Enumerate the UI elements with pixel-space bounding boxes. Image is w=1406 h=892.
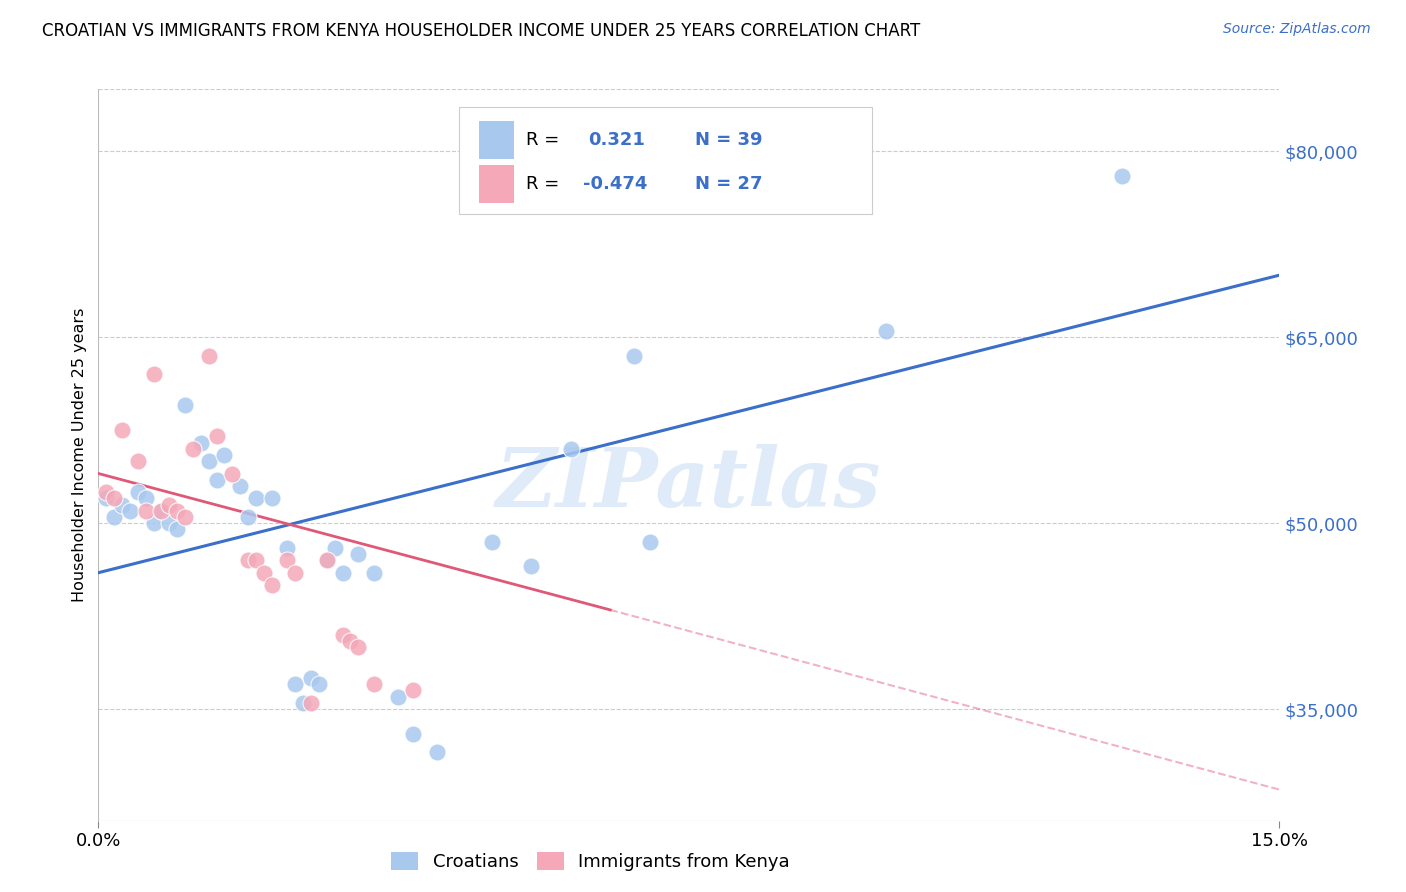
Point (111, 498, 134, 512)
Point (214, 448, 236, 462)
Point (347, 547, 370, 561)
Point (638, 534, 661, 549)
Point (299, 671, 322, 685)
Point (875, 324, 897, 338)
Point (135, 504, 157, 518)
Point (166, 504, 188, 518)
Text: -0.474: -0.474 (582, 176, 647, 194)
Point (245, 491, 267, 506)
Point (142, 516, 165, 530)
Point (260, 491, 283, 506)
Text: N = 27: N = 27 (695, 176, 762, 194)
Point (103, 509, 125, 524)
Point (481, 534, 503, 549)
Point (363, 566, 385, 580)
Point (560, 442, 582, 456)
Point (332, 628, 354, 642)
Y-axis label: Householder Income Under 25 years: Householder Income Under 25 years (72, 308, 87, 602)
FancyBboxPatch shape (458, 108, 872, 213)
Point (221, 467, 243, 481)
Point (292, 696, 315, 710)
Bar (478, 121, 515, 160)
Point (332, 566, 354, 580)
Point (174, 509, 197, 524)
Text: R =: R = (526, 176, 565, 194)
Point (236, 553, 259, 567)
Text: 0.321: 0.321 (589, 131, 645, 149)
Point (402, 683, 425, 698)
Point (150, 504, 173, 518)
Point (96, 491, 118, 506)
Point (253, 566, 276, 580)
Text: N = 39: N = 39 (695, 131, 762, 149)
Point (127, 485, 149, 500)
Point (103, 491, 125, 506)
Point (245, 553, 267, 567)
Point (315, 553, 337, 567)
Point (205, 429, 228, 443)
Point (284, 566, 307, 580)
Point (299, 696, 322, 710)
Point (623, 349, 645, 363)
Point (157, 516, 180, 530)
Point (520, 559, 543, 574)
Point (347, 640, 370, 654)
Point (363, 677, 385, 691)
Point (308, 677, 330, 691)
Point (339, 633, 361, 648)
Point (157, 498, 180, 512)
Text: R =: R = (526, 131, 565, 149)
Point (96, 485, 118, 500)
Point (166, 522, 188, 536)
Legend: Croatians, Immigrants from Kenya: Croatians, Immigrants from Kenya (384, 845, 797, 879)
Point (118, 504, 141, 518)
Point (1111, 169, 1133, 183)
Point (426, 746, 449, 760)
Text: Source: ZipAtlas.com: Source: ZipAtlas.com (1223, 22, 1371, 37)
Point (205, 473, 228, 487)
Point (387, 690, 409, 704)
Point (174, 398, 197, 412)
Point (127, 454, 149, 468)
Text: ZIPatlas: ZIPatlas (496, 444, 882, 524)
Point (135, 491, 157, 506)
Point (181, 442, 204, 456)
Bar (478, 165, 515, 203)
Point (276, 541, 298, 555)
Point (142, 368, 165, 382)
Point (284, 677, 307, 691)
Text: CROATIAN VS IMMIGRANTS FROM KENYA HOUSEHOLDER INCOME UNDER 25 YEARS CORRELATION : CROATIAN VS IMMIGRANTS FROM KENYA HOUSEH… (42, 22, 921, 40)
Point (190, 435, 212, 450)
Point (197, 349, 219, 363)
Point (229, 479, 252, 493)
Point (236, 509, 259, 524)
Point (276, 553, 298, 567)
Point (150, 504, 173, 518)
Point (111, 423, 134, 437)
Point (315, 553, 337, 567)
Point (260, 578, 283, 592)
Point (323, 541, 346, 555)
Point (402, 727, 425, 741)
Point (197, 454, 219, 468)
